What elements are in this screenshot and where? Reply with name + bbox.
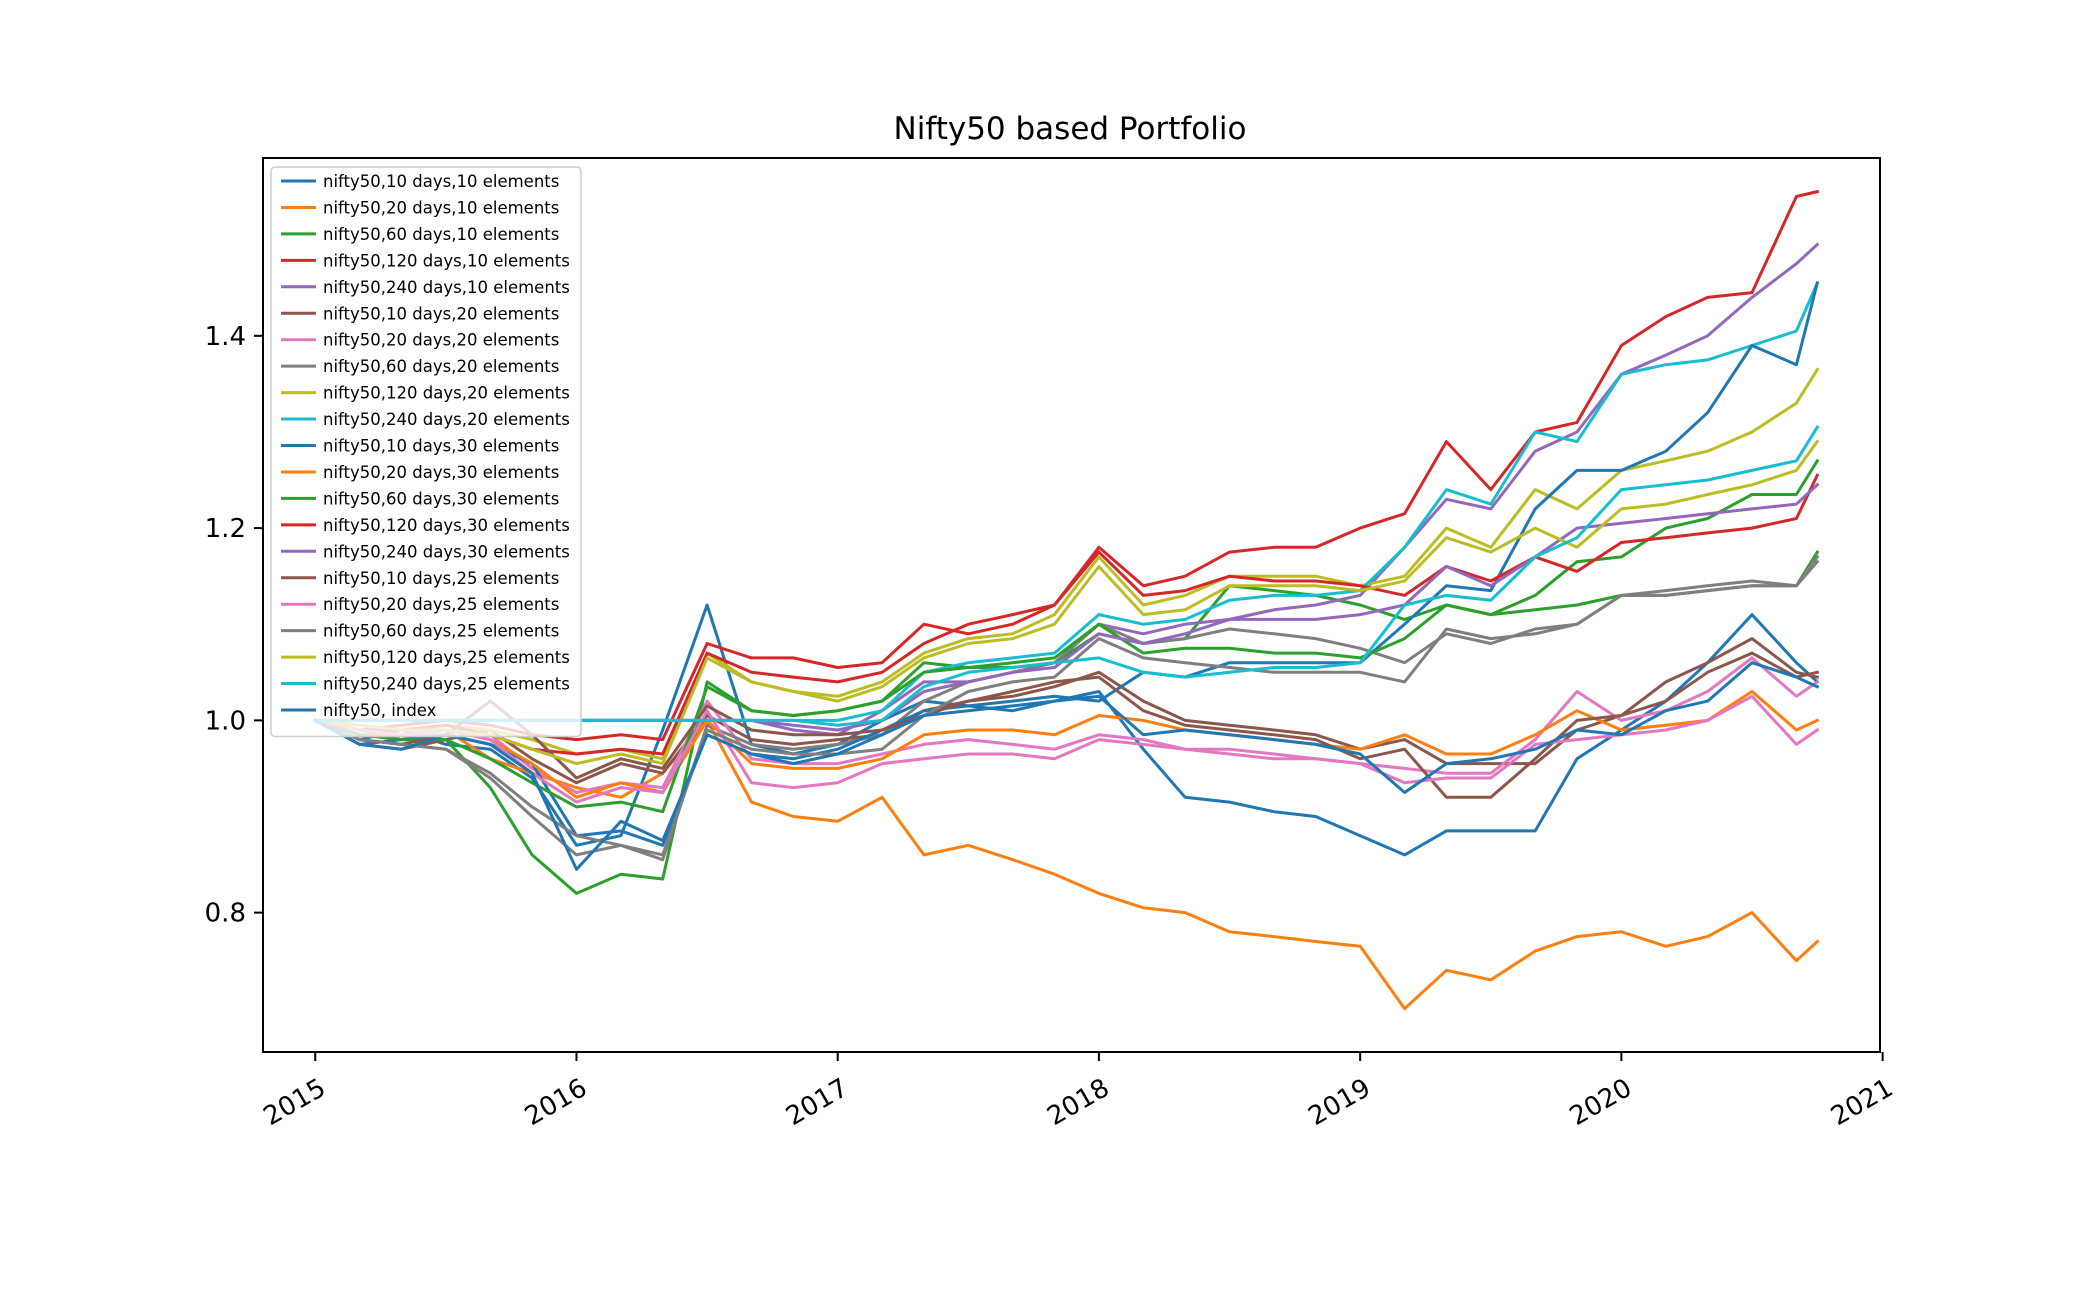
legend-label-17: nifty50,60 days,25 elements [323, 622, 559, 641]
series-line-16 [313, 694, 1820, 804]
series-line-15 [313, 637, 1820, 799]
legend-label-2: nifty50,60 days,10 elements [323, 225, 559, 244]
legend-label-9: nifty50,240 days,20 elements [323, 410, 570, 429]
series-layer [313, 189, 1820, 1011]
legend-label-20: nifty50, index [323, 701, 437, 720]
y-tick-label: 0.8 [205, 899, 246, 929]
y-tick-label: 1.0 [205, 706, 246, 736]
legend-label-6: nifty50,20 days,20 elements [323, 331, 559, 350]
legend-label-10: nifty50,10 days,30 elements [323, 437, 559, 456]
series-line-18 [313, 439, 1820, 766]
plot-area-frame [262, 157, 1881, 1053]
legend-label-4: nifty50,240 days,10 elements [323, 278, 570, 297]
legend-box [270, 166, 582, 738]
series-line-20 [313, 661, 1820, 871]
chart-title: Nifty50 based Portfolio [894, 111, 1247, 147]
legend-label-3: nifty50,120 days,10 elements [323, 251, 570, 270]
series-line-0 [313, 603, 1820, 857]
series-line-6 [313, 656, 1820, 794]
legend: nifty50,10 days,10 elements nifty50,20 da… [270, 166, 582, 738]
series-line-13 [313, 473, 1820, 756]
legend-label-16: nifty50,20 days,25 elements [323, 595, 559, 614]
legend-label-1: nifty50,20 days,10 elements [323, 198, 559, 217]
legend-label-19: nifty50,240 days,25 elements [323, 675, 570, 694]
series-line-1 [313, 718, 1820, 1011]
legend-label-7: nifty50,60 days,20 elements [323, 357, 559, 376]
legend-label-15: nifty50,10 days,25 elements [323, 569, 559, 588]
y-tick-label: 1.2 [205, 514, 246, 544]
legend-label-12: nifty50,60 days,30 elements [323, 489, 559, 508]
series-line-3 [313, 189, 1820, 742]
series-line-17 [313, 559, 1820, 857]
legend-label-8: nifty50,120 days,20 elements [323, 384, 570, 403]
legend-label-5: nifty50,10 days,20 elements [323, 304, 559, 323]
legend-label-13: nifty50,120 days,30 elements [323, 516, 570, 535]
series-line-12 [313, 458, 1820, 814]
legend-label-11: nifty50,20 days,30 elements [323, 463, 559, 482]
y-tick-label: 1.4 [205, 322, 246, 352]
legend-label-0: nifty50,10 days,10 elements [323, 172, 559, 191]
legend-label-14: nifty50,240 days,30 elements [323, 542, 570, 561]
legend-label-18: nifty50,120 days,25 elements [323, 648, 570, 667]
series-line-11 [313, 690, 1820, 799]
series-line-2 [313, 550, 1820, 895]
series-line-8 [313, 367, 1820, 761]
